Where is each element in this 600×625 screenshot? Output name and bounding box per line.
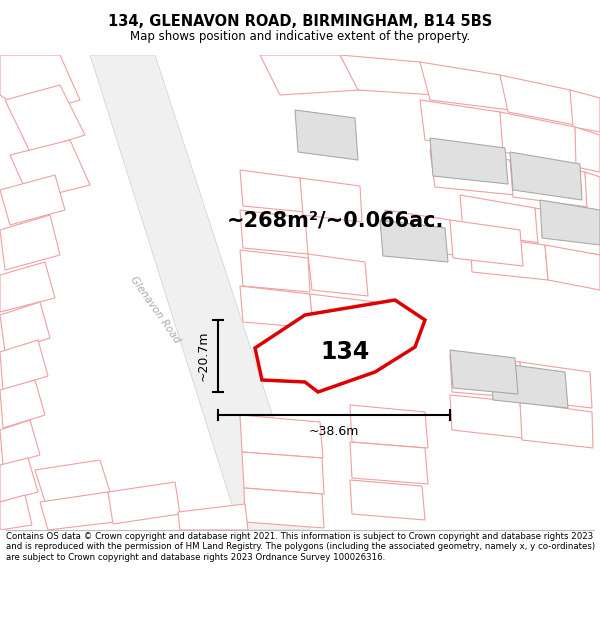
Text: ~38.6m: ~38.6m	[309, 425, 359, 438]
Polygon shape	[300, 178, 362, 222]
Polygon shape	[255, 300, 425, 392]
Polygon shape	[585, 172, 600, 212]
Polygon shape	[5, 85, 85, 152]
Polygon shape	[430, 138, 508, 184]
Polygon shape	[0, 175, 65, 225]
Polygon shape	[350, 442, 428, 484]
Polygon shape	[0, 262, 55, 312]
Polygon shape	[340, 55, 435, 95]
Polygon shape	[0, 458, 38, 502]
Polygon shape	[240, 415, 323, 458]
Polygon shape	[178, 504, 248, 530]
Polygon shape	[450, 350, 518, 394]
Text: Map shows position and indicative extent of the property.: Map shows position and indicative extent…	[130, 30, 470, 43]
Polygon shape	[570, 90, 600, 132]
Polygon shape	[240, 170, 305, 212]
Polygon shape	[242, 452, 324, 494]
Polygon shape	[10, 140, 90, 200]
Polygon shape	[450, 355, 523, 398]
Polygon shape	[240, 250, 310, 292]
Polygon shape	[310, 294, 378, 336]
Polygon shape	[420, 62, 510, 110]
Polygon shape	[420, 100, 505, 150]
Polygon shape	[575, 127, 600, 172]
Polygon shape	[0, 495, 32, 530]
Text: 134: 134	[320, 340, 370, 364]
Polygon shape	[0, 215, 60, 270]
Polygon shape	[240, 286, 313, 328]
Text: 134, GLENAVON ROAD, BIRMINGHAM, B14 5BS: 134, GLENAVON ROAD, BIRMINGHAM, B14 5BS	[108, 14, 492, 29]
Polygon shape	[490, 362, 568, 408]
Polygon shape	[260, 55, 360, 95]
Polygon shape	[500, 75, 575, 125]
Polygon shape	[0, 302, 50, 352]
Polygon shape	[0, 55, 80, 115]
Polygon shape	[244, 488, 324, 528]
Polygon shape	[240, 210, 308, 254]
Polygon shape	[520, 402, 593, 448]
Polygon shape	[40, 492, 115, 530]
Polygon shape	[35, 460, 110, 502]
Polygon shape	[295, 110, 358, 160]
Polygon shape	[535, 208, 600, 255]
Polygon shape	[350, 480, 425, 520]
Polygon shape	[380, 220, 448, 262]
Polygon shape	[0, 420, 40, 465]
Text: ~268m²/~0.066ac.: ~268m²/~0.066ac.	[226, 210, 443, 230]
Polygon shape	[430, 150, 515, 195]
Polygon shape	[90, 55, 310, 530]
Polygon shape	[545, 245, 600, 290]
Polygon shape	[470, 235, 548, 280]
Polygon shape	[0, 380, 45, 428]
Polygon shape	[0, 340, 48, 390]
Polygon shape	[520, 362, 592, 408]
Polygon shape	[450, 395, 523, 438]
Polygon shape	[510, 152, 582, 200]
Polygon shape	[540, 200, 600, 245]
Polygon shape	[460, 195, 540, 243]
Polygon shape	[500, 112, 578, 165]
Text: Glenavon Road: Glenavon Road	[128, 274, 182, 346]
Polygon shape	[450, 220, 523, 266]
Text: Contains OS data © Crown copyright and database right 2021. This information is : Contains OS data © Crown copyright and d…	[6, 532, 595, 562]
Polygon shape	[350, 405, 428, 448]
Polygon shape	[108, 482, 180, 524]
Polygon shape	[308, 254, 368, 296]
Text: ~20.7m: ~20.7m	[197, 331, 210, 381]
Polygon shape	[510, 160, 588, 207]
Polygon shape	[385, 210, 455, 255]
